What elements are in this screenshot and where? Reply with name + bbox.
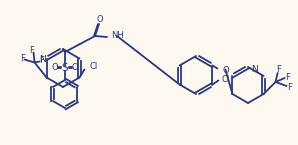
Text: N: N <box>39 55 46 64</box>
Text: F: F <box>39 56 44 65</box>
Text: O: O <box>222 66 229 75</box>
Text: F: F <box>287 83 292 91</box>
Text: F: F <box>20 54 25 63</box>
Text: O: O <box>52 64 58 72</box>
Text: Cl: Cl <box>221 75 230 84</box>
Text: N: N <box>251 66 258 75</box>
Text: O: O <box>72 64 78 72</box>
Text: F: F <box>276 66 281 75</box>
Text: F: F <box>29 46 34 55</box>
Text: S: S <box>62 63 68 73</box>
Text: F: F <box>285 72 290 81</box>
Text: O: O <box>97 16 103 25</box>
Text: Cl: Cl <box>89 62 98 71</box>
Text: NH: NH <box>111 31 124 40</box>
